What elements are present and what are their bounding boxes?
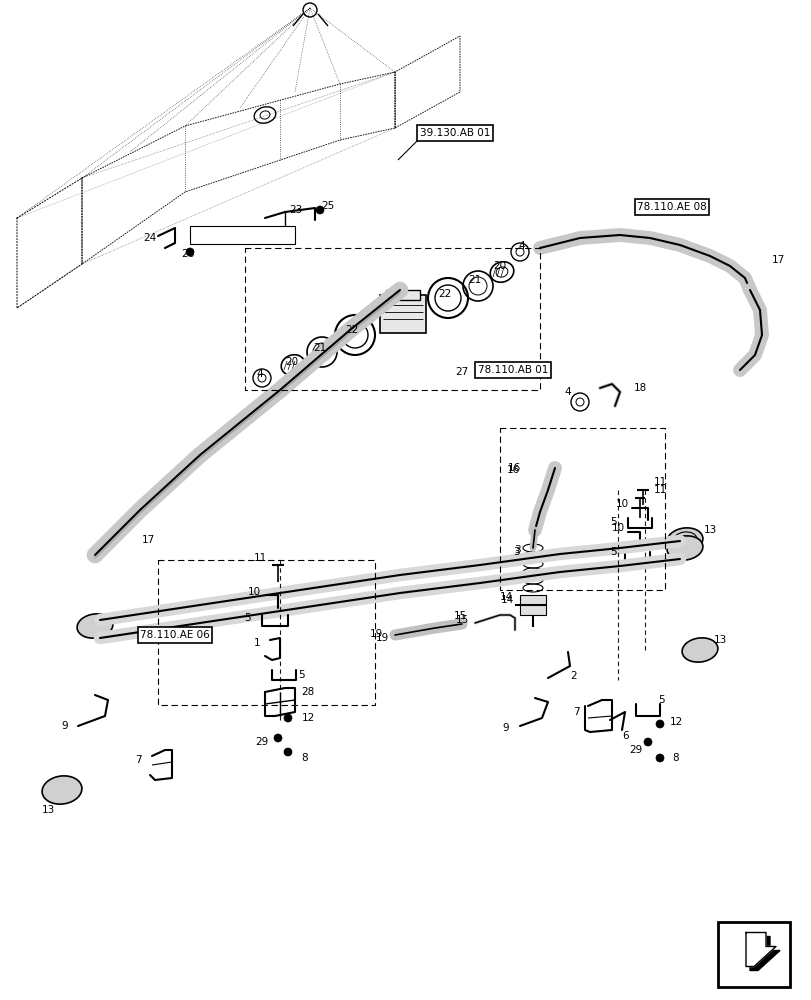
Text: 7: 7: [572, 707, 578, 717]
Text: 28: 28: [301, 687, 314, 697]
Text: 24: 24: [144, 233, 157, 243]
Text: 15: 15: [455, 615, 468, 625]
Text: 20: 20: [493, 261, 506, 271]
Text: 25: 25: [321, 201, 334, 211]
Circle shape: [186, 248, 194, 256]
Bar: [385, 290, 419, 300]
Text: 11: 11: [653, 477, 666, 487]
Text: 1: 1: [253, 638, 260, 648]
Text: 5: 5: [298, 670, 305, 680]
Text: 11: 11: [253, 553, 266, 563]
Text: 8: 8: [672, 753, 679, 763]
Text: 6: 6: [622, 731, 629, 741]
Text: 10: 10: [247, 587, 260, 597]
Circle shape: [655, 754, 663, 762]
Text: 16: 16: [506, 465, 519, 475]
Ellipse shape: [681, 638, 717, 662]
Text: 4: 4: [518, 241, 525, 251]
Ellipse shape: [667, 528, 702, 552]
Polygon shape: [745, 932, 775, 966]
Text: 78.110.AE 08: 78.110.AE 08: [637, 202, 706, 212]
Circle shape: [315, 206, 324, 214]
Circle shape: [273, 734, 281, 742]
Text: 26: 26: [181, 249, 195, 259]
Text: 8: 8: [302, 753, 308, 763]
Text: 17: 17: [770, 255, 783, 265]
Text: 5: 5: [244, 613, 251, 623]
Ellipse shape: [667, 536, 702, 560]
Text: 11: 11: [653, 485, 666, 495]
Text: 16: 16: [507, 463, 520, 473]
Text: 19: 19: [369, 629, 382, 639]
Bar: [519, 595, 545, 615]
Bar: [717, 922, 789, 987]
Text: 4: 4: [564, 387, 571, 397]
Polygon shape: [749, 936, 779, 970]
Text: 3: 3: [513, 545, 520, 555]
Text: 10: 10: [615, 499, 628, 509]
Text: 2: 2: [570, 671, 577, 681]
Bar: [380, 295, 426, 333]
Text: 14: 14: [500, 595, 513, 605]
Text: 3: 3: [512, 547, 519, 557]
Text: 78.110.AB 01: 78.110.AB 01: [477, 365, 547, 375]
Text: 13: 13: [41, 805, 54, 815]
Circle shape: [655, 720, 663, 728]
Text: 27: 27: [455, 367, 468, 377]
Text: 5: 5: [610, 517, 616, 527]
Text: 39.130.AB 01: 39.130.AB 01: [419, 128, 490, 138]
Text: 21: 21: [313, 343, 326, 353]
Text: 23: 23: [289, 205, 303, 215]
Text: 29: 29: [629, 745, 642, 755]
Text: 9: 9: [62, 721, 68, 731]
Text: 18: 18: [633, 383, 646, 393]
Text: 5: 5: [610, 547, 616, 557]
Text: 12: 12: [668, 717, 682, 727]
Text: 13: 13: [702, 525, 716, 535]
Text: 9: 9: [502, 723, 508, 733]
Circle shape: [284, 748, 292, 756]
Text: 10: 10: [611, 523, 624, 533]
Text: 17: 17: [141, 535, 154, 545]
Text: 12: 12: [301, 713, 314, 723]
Text: 29: 29: [255, 737, 268, 747]
Text: 78.110.AE 06: 78.110.AE 06: [140, 630, 209, 640]
Text: 14: 14: [499, 592, 512, 602]
Text: 13: 13: [713, 635, 726, 645]
Bar: [190, 226, 294, 244]
Text: 4: 4: [256, 369, 263, 379]
Text: 20: 20: [285, 357, 298, 367]
Text: 19: 19: [375, 633, 388, 643]
Text: 5: 5: [658, 695, 664, 705]
Ellipse shape: [77, 614, 113, 638]
Text: 22: 22: [438, 289, 451, 299]
Text: 15: 15: [453, 611, 466, 621]
Circle shape: [284, 714, 292, 722]
Text: 21: 21: [468, 275, 481, 285]
Ellipse shape: [42, 776, 82, 804]
Circle shape: [643, 738, 651, 746]
Text: 7: 7: [135, 755, 141, 765]
Text: 22: 22: [345, 325, 358, 335]
